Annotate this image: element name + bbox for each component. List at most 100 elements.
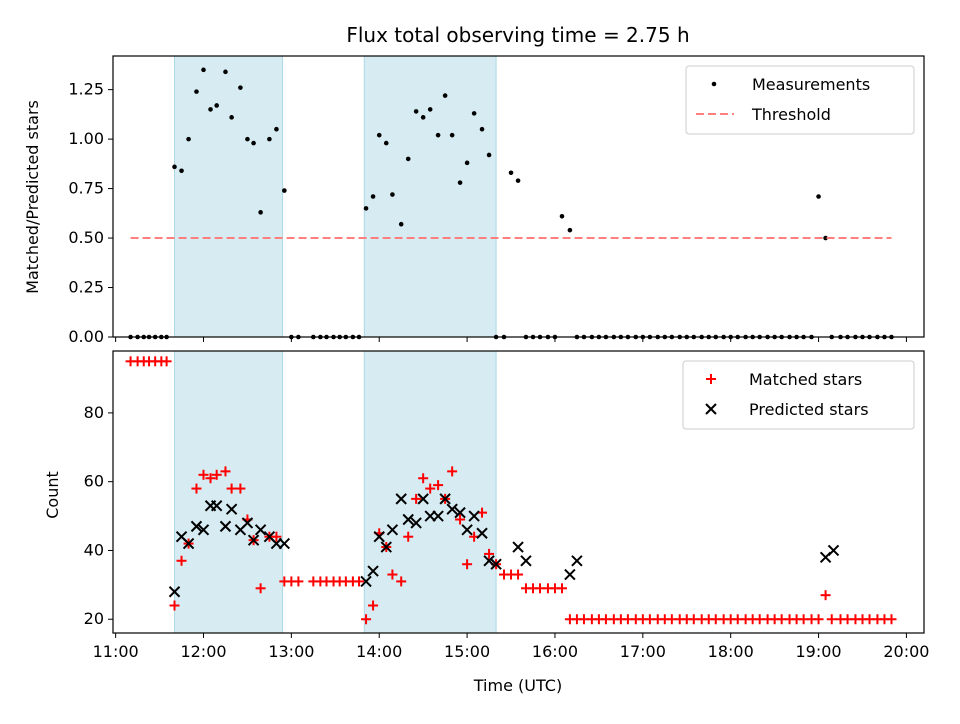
top-ytick-label-1: 0.25: [68, 278, 104, 297]
top-point-0-20: [267, 136, 272, 142]
bottom-point-1-21: [395, 493, 407, 505]
bottom-point-0-24: [293, 576, 304, 587]
bottom-legend: Matched stars Predicted stars: [682, 360, 915, 430]
top-ytick-label-2: 0.50: [68, 228, 104, 247]
top-panel: 0.00 0.25 0.50 0.75 1.00 1.25 Measurements Thre…: [68, 55, 925, 346]
top-point-0-41: [420, 115, 426, 120]
bottom-point-1-3: [190, 520, 203, 533]
top-point-0-60: [559, 213, 565, 219]
top-point-0-35: [376, 132, 382, 138]
top-point-0-42: [427, 107, 433, 112]
top-point-0-61: [567, 227, 573, 233]
bottom-point-0-42: [425, 483, 436, 494]
top-point-0-10: [194, 89, 199, 94]
top-point-0-54: [515, 178, 521, 183]
bottom-point-0-96: [820, 590, 831, 601]
bottom-point-0-97: [826, 614, 837, 625]
bottom-point-1-28: [446, 503, 458, 515]
bottom-point-0-14: [220, 466, 231, 477]
top-point-0-44: [442, 93, 448, 98]
bottom-point-0-41: [418, 473, 429, 484]
top-legend-label-0: Measurements: [752, 75, 870, 94]
top-point-0-43: [435, 132, 441, 138]
top-chart-title: Flux total observing time = 2.75 h: [346, 23, 689, 47]
bottom-y-axis-label: Count: [43, 471, 62, 519]
top-point-0-11: [201, 67, 206, 73]
top-point-0-47: [464, 160, 470, 166]
top-point-0-17: [245, 136, 250, 142]
top-point-0-96: [823, 235, 828, 241]
bottom-point-0-40: [411, 493, 422, 504]
bottom-point-0-105: [886, 614, 897, 625]
bottom-point-0-16: [235, 483, 246, 494]
x-tick-label-3: 14:00: [356, 642, 402, 661]
top-point-0-46: [457, 180, 463, 185]
x-tick-label-8: 19:00: [796, 642, 842, 661]
top-point-0-33: [363, 206, 369, 211]
bottom-point-1-17: [367, 565, 379, 577]
bottom-point-0-60: [556, 583, 567, 594]
bottom-point-1-20: [386, 524, 399, 536]
bottom-point-0-6: [161, 356, 172, 367]
bottom-point-1-16: [360, 575, 372, 588]
bottom-ytick-label-3: 80: [84, 403, 104, 422]
bottom-point-1-10: [241, 517, 254, 529]
bottom-point-1-38: [571, 555, 583, 567]
top-point-0-34: [370, 194, 376, 199]
top-point-0-48: [471, 111, 477, 116]
top-point-0-8: [179, 168, 184, 174]
bottom-point-0-95: [813, 614, 824, 625]
bottom-point-1-30: [461, 524, 473, 536]
bottom-ytick-label-1: 40: [84, 540, 104, 559]
top-legend-swatch-0: [711, 81, 717, 87]
bottom-point-1-19: [380, 541, 392, 553]
top-point-0-45: [449, 132, 455, 138]
top-ytick-label-5: 1.25: [68, 80, 104, 99]
bottom-point-0-37: [387, 569, 398, 580]
bottom-ytick-label-0: 20: [84, 609, 104, 628]
bottom-point-1-35: [512, 541, 524, 553]
x-axis-label: Time (UTC): [473, 676, 562, 695]
bottom-point-0-33: [361, 614, 372, 625]
bottom-point-1-37: [564, 568, 576, 581]
top-axes-frame: [112, 55, 925, 338]
top-point-0-95: [816, 194, 821, 199]
bottom-point-0-15: [226, 483, 237, 494]
bottom-legend-swatch-1: [705, 403, 717, 415]
bottom-shaded-interval-0: [174, 350, 284, 634]
top-point-0-13: [214, 103, 219, 108]
bottom-point-1-24: [417, 493, 429, 505]
top-point-0-37: [390, 192, 395, 197]
bottom-point-1-26: [432, 510, 444, 522]
bottom-point-0-34: [368, 600, 379, 611]
top-point-0-36: [383, 140, 389, 146]
bottom-point-1-34: [490, 558, 502, 570]
bottom-point-0-38: [396, 576, 407, 587]
bottom-point-1-36: [520, 555, 532, 567]
bottom-point-1-6: [210, 500, 223, 512]
bottom-point-0-11: [198, 469, 209, 480]
bottom-point-0-45: [447, 466, 458, 477]
x-tick-label-0: 11:00: [93, 642, 139, 661]
top-shaded-interval-0: [174, 55, 284, 338]
x-tick-label-2: 13:00: [268, 642, 314, 661]
x-tick-label-1: 12:00: [180, 642, 226, 661]
x-tick-label-6: 17:00: [620, 642, 666, 661]
top-legend-box: [685, 65, 915, 135]
top-point-0-9: [186, 136, 191, 142]
x-tick-label-7: 18:00: [708, 642, 754, 661]
bottom-point-1-23: [410, 517, 422, 529]
bottom-axes-frame: [112, 350, 925, 634]
top-shaded-interval-1: [363, 55, 497, 338]
top-point-0-39: [405, 156, 411, 162]
top-point-0-53: [508, 170, 514, 176]
top-ytick-label-0: 0.00: [68, 327, 104, 346]
bottom-legend-swatch-0: [706, 374, 716, 384]
bottom-point-1-0: [168, 586, 181, 598]
x-tick-label-4: 15:00: [444, 642, 490, 661]
bottom-point-1-40: [827, 544, 840, 557]
bottom-point-0-8: [176, 555, 187, 566]
bottom-legend-label-0: Matched stars: [749, 370, 862, 389]
top-point-0-7: [172, 164, 177, 170]
